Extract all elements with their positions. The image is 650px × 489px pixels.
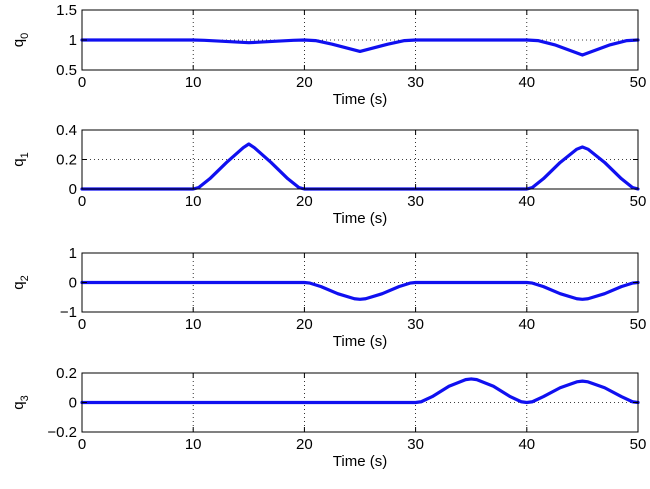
subplot-q1: 0 10 20 30 40 50 0 0.2 0.4 Time (s) q1 (10, 122, 646, 227)
y-axis-label-subscript: 1 (19, 152, 31, 158)
y-axis-label-base: q (10, 39, 27, 47)
x-tick-label: 40 (518, 193, 535, 210)
x-axis-label: Time (s) (333, 333, 387, 350)
x-tick-label: 30 (407, 74, 424, 91)
y-axis-label: q2 (10, 275, 31, 289)
x-tick-label: 0 (78, 74, 86, 91)
x-tick-label: 50 (630, 316, 647, 333)
x-tick-label: 10 (185, 316, 202, 333)
x-tick-label: 10 (185, 193, 202, 210)
x-tick-label: 10 (185, 436, 202, 453)
x-tick-label: 50 (630, 74, 647, 91)
y-tick-label: 0.4 (56, 122, 77, 139)
x-tick-label: 30 (407, 193, 424, 210)
x-axis-label: Time (s) (333, 453, 387, 470)
x-tick-label: 20 (296, 316, 313, 333)
x-tick-label: 10 (185, 74, 202, 91)
y-tick-label: 1 (69, 32, 77, 49)
x-tick-label: 0 (78, 193, 86, 210)
x-tick-label: 40 (518, 316, 535, 333)
y-axis-label: q3 (10, 395, 31, 409)
x-tick-label: 0 (78, 316, 86, 333)
series-line-q2 (80, 280, 640, 301)
x-tick-label: 40 (518, 436, 535, 453)
series-line-q0 (80, 38, 640, 57)
x-axis-label: Time (s) (333, 210, 387, 227)
series-line-q1 (80, 142, 640, 191)
y-axis-label-base: q (10, 401, 27, 409)
x-tick-label: 30 (407, 436, 424, 453)
x-tick-label: 50 (630, 193, 647, 210)
y-axis-label: q0 (10, 33, 31, 47)
x-tick-label: 50 (630, 436, 647, 453)
x-tick-label: 30 (407, 316, 424, 333)
y-axis-label-subscript: 0 (19, 33, 31, 39)
y-tick-label: 0 (69, 275, 77, 292)
x-tick-label: 20 (296, 193, 313, 210)
x-tick-label: 20 (296, 74, 313, 91)
y-axis-label-subscript: 2 (19, 275, 31, 281)
series-line-q3 (80, 377, 640, 405)
y-axis-label-base: q (10, 158, 27, 166)
x-axis-label: Time (s) (333, 91, 387, 108)
y-tick-label: 1.5 (56, 2, 77, 19)
x-tick-label: 40 (518, 74, 535, 91)
y-tick-label: 0.2 (56, 365, 77, 382)
x-tick-label: 0 (78, 436, 86, 453)
y-tick-label: −1 (60, 304, 77, 321)
x-tick-label: 20 (296, 436, 313, 453)
y-tick-label: 0.2 (56, 152, 77, 169)
y-tick-label: 0.5 (56, 62, 77, 79)
y-tick-label: 0 (69, 181, 77, 198)
y-axis-label-subscript: 3 (19, 395, 31, 401)
y-tick-label: 0 (69, 395, 77, 412)
y-axis-label: q1 (10, 152, 31, 166)
y-axis-label-base: q (10, 281, 27, 289)
y-tick-label: −0.2 (47, 424, 77, 441)
y-tick-label: 1 (69, 245, 77, 262)
